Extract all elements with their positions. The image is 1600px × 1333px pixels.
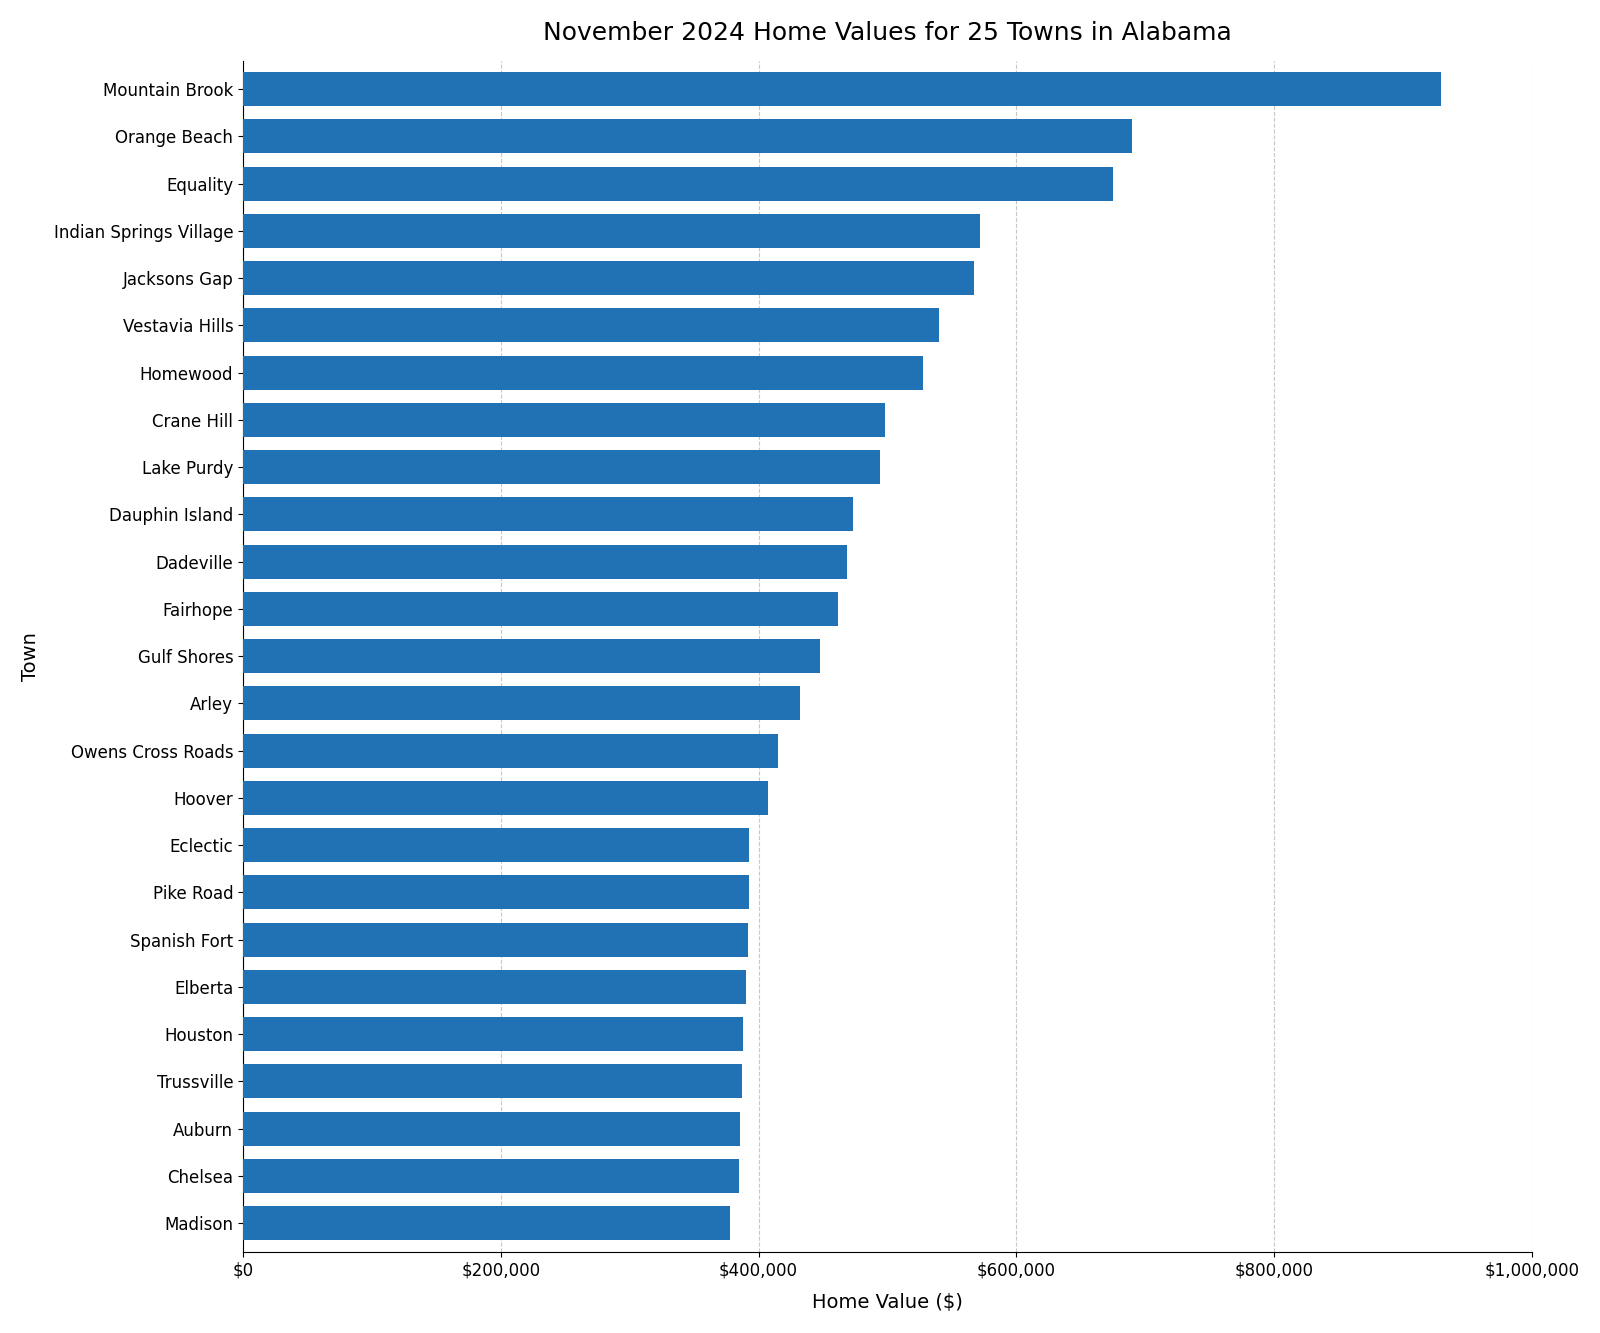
Bar — [243, 72, 1442, 107]
Bar — [243, 119, 1133, 153]
Bar — [243, 308, 939, 343]
Bar — [243, 356, 923, 389]
Bar — [243, 261, 974, 295]
Bar — [243, 497, 853, 532]
X-axis label: Home Value ($): Home Value ($) — [811, 1293, 963, 1312]
Bar — [243, 970, 746, 1004]
Bar — [243, 828, 749, 862]
Bar — [243, 1017, 742, 1052]
Bar — [243, 922, 749, 957]
Bar — [243, 1065, 742, 1098]
Bar — [243, 403, 885, 437]
Bar — [243, 451, 880, 484]
Bar — [243, 167, 1114, 200]
Bar — [243, 781, 768, 814]
Y-axis label: Town: Town — [21, 632, 40, 681]
Bar — [243, 1158, 739, 1193]
Bar — [243, 545, 848, 579]
Bar — [243, 733, 778, 768]
Bar — [243, 213, 981, 248]
Bar — [243, 876, 749, 909]
Bar — [243, 639, 821, 673]
Bar — [243, 592, 838, 627]
Bar — [243, 1112, 741, 1145]
Title: November 2024 Home Values for 25 Towns in Alabama: November 2024 Home Values for 25 Towns i… — [542, 21, 1232, 45]
Bar — [243, 686, 800, 720]
Bar — [243, 1206, 730, 1240]
